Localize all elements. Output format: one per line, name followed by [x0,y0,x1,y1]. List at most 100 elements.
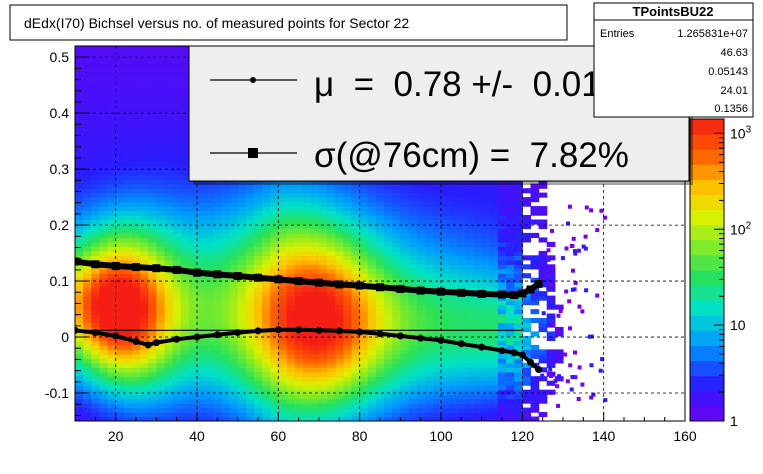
x-tick-label: 120 [511,428,535,444]
heatmap-cell [474,331,483,336]
heatmap-cell [490,269,499,274]
heatmap-cell [189,260,198,265]
heatmap-cell [595,294,599,298]
heatmap-cell [514,309,523,314]
heatmap-cell [539,264,548,269]
series-point-mu [214,331,221,338]
heatmap-cell [343,354,352,359]
heatmap-cell [295,242,304,247]
heatmap-cell [433,399,442,404]
heatmap-cell [457,188,466,193]
heatmap-cell [132,403,141,408]
heatmap-cell [181,170,190,175]
heatmap-cell [392,246,401,251]
heatmap-cell [441,273,450,278]
heatmap-cell [205,345,214,350]
heatmap-cell [124,157,133,162]
heatmap-cell [376,345,385,350]
heatmap-cell [173,54,182,59]
heatmap-cell [165,408,174,413]
heatmap-cell [189,237,198,242]
heatmap-cell [132,385,141,390]
heatmap-cell [83,408,92,413]
heatmap-cell [482,237,491,242]
heatmap-cell [189,376,198,381]
heatmap-cell [498,264,507,269]
heatmap-cell [270,269,279,274]
heatmap-cell [352,229,361,234]
heatmap-cell [270,412,279,417]
heatmap-cell [99,193,108,198]
heatmap-cell [368,197,377,202]
heatmap-cell [148,412,157,417]
heatmap-cell [449,278,458,283]
heatmap-cell [91,229,100,234]
heatmap-cell [197,349,206,354]
heatmap-cell [474,399,483,404]
heatmap-cell [156,291,165,296]
heatmap-cell [295,372,304,377]
heatmap-cell [457,220,466,225]
heatmap-cell [165,291,174,296]
series-point-sigma [132,263,140,271]
heatmap-cell [99,305,108,310]
heatmap-cell [91,121,100,126]
heatmap-cell [433,318,442,323]
heatmap-cell [124,403,133,408]
heatmap-cell [539,251,548,256]
heatmap-cell [181,403,190,408]
heatmap-cell [392,296,401,301]
heatmap-cell [254,202,263,207]
heatmap-cell [116,385,125,390]
heatmap-cell [173,291,182,296]
heatmap-cell [303,197,312,202]
heatmap-cell [181,229,190,234]
heatmap-cell [498,309,507,314]
heatmap-cell [295,354,304,359]
heatmap-cell [465,278,474,283]
heatmap-cell [556,404,560,408]
heatmap-cell [376,233,385,238]
heatmap-cell [295,412,304,417]
heatmap-cell [376,246,385,251]
heatmap-cell [181,305,190,310]
heatmap-cell [287,403,296,408]
heatmap-cell [506,269,515,274]
series-point-sigma [478,290,486,298]
heatmap-cell [254,381,263,386]
heatmap-cell [384,220,393,225]
heatmap-cell [368,381,377,386]
heatmap-cell [197,264,206,269]
heatmap-cell [205,376,214,381]
heatmap-cell [173,161,182,166]
heatmap-cell [417,354,426,359]
heatmap-cell [148,282,157,287]
heatmap-cell [376,349,385,354]
heatmap-cell [474,229,483,234]
heatmap-cell [173,166,182,171]
heatmap-cell [542,311,546,315]
heatmap-cell [132,99,141,104]
heatmap-cell [156,287,165,292]
heatmap-cell [278,291,287,296]
heatmap-cell [75,300,84,305]
heatmap-cell [124,327,133,332]
heatmap-cell [449,188,458,193]
heatmap-cell [91,76,100,81]
heatmap-cell [433,314,442,319]
heatmap-cell [568,205,572,209]
heatmap-cell [165,331,174,336]
heatmap-cell [449,412,458,417]
heatmap-cell [384,233,393,238]
heatmap-cell [262,282,271,287]
heatmap-cell [384,381,393,386]
heatmap-cell [409,327,418,332]
heatmap-cell [108,49,117,54]
heatmap-cell [319,367,328,372]
heatmap-cell [303,291,312,296]
heatmap-cell [230,340,239,345]
series-point-sigma [437,288,445,296]
heatmap-cell [482,278,491,283]
heatmap-cell [197,305,206,310]
heatmap-cell [108,385,117,390]
